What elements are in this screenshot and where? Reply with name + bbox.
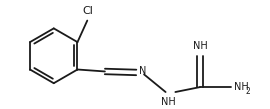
Text: NH: NH [161,97,176,107]
Text: N: N [139,66,147,76]
Text: Cl: Cl [83,6,94,16]
Text: 2: 2 [246,87,251,95]
Text: NH: NH [193,41,208,51]
Text: NH: NH [234,82,249,92]
